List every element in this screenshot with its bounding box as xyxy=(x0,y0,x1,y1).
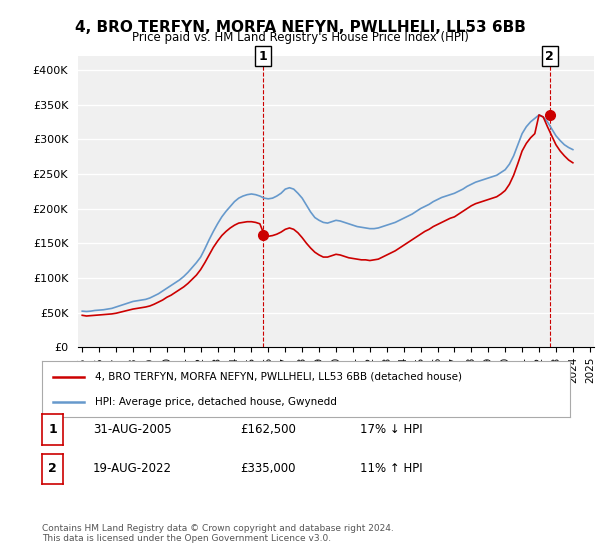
Text: 2: 2 xyxy=(48,463,57,475)
Text: 19-AUG-2022: 19-AUG-2022 xyxy=(93,462,172,475)
Text: £162,500: £162,500 xyxy=(240,423,296,436)
Text: HPI: Average price, detached house, Gwynedd: HPI: Average price, detached house, Gwyn… xyxy=(95,396,337,407)
Text: 4, BRO TERFYN, MORFA NEFYN, PWLLHELI, LL53 6BB: 4, BRO TERFYN, MORFA NEFYN, PWLLHELI, LL… xyxy=(74,20,526,35)
Text: 11% ↑ HPI: 11% ↑ HPI xyxy=(360,462,422,475)
Text: Price paid vs. HM Land Registry's House Price Index (HPI): Price paid vs. HM Land Registry's House … xyxy=(131,31,469,44)
Text: 1: 1 xyxy=(259,49,267,63)
Text: £335,000: £335,000 xyxy=(240,462,296,475)
Text: 31-AUG-2005: 31-AUG-2005 xyxy=(93,423,172,436)
Text: 1: 1 xyxy=(48,423,57,436)
Text: 4, BRO TERFYN, MORFA NEFYN, PWLLHELI, LL53 6BB (detached house): 4, BRO TERFYN, MORFA NEFYN, PWLLHELI, LL… xyxy=(95,372,462,382)
Text: 17% ↓ HPI: 17% ↓ HPI xyxy=(360,423,422,436)
Text: 2: 2 xyxy=(545,49,554,63)
Text: Contains HM Land Registry data © Crown copyright and database right 2024.
This d: Contains HM Land Registry data © Crown c… xyxy=(42,524,394,543)
